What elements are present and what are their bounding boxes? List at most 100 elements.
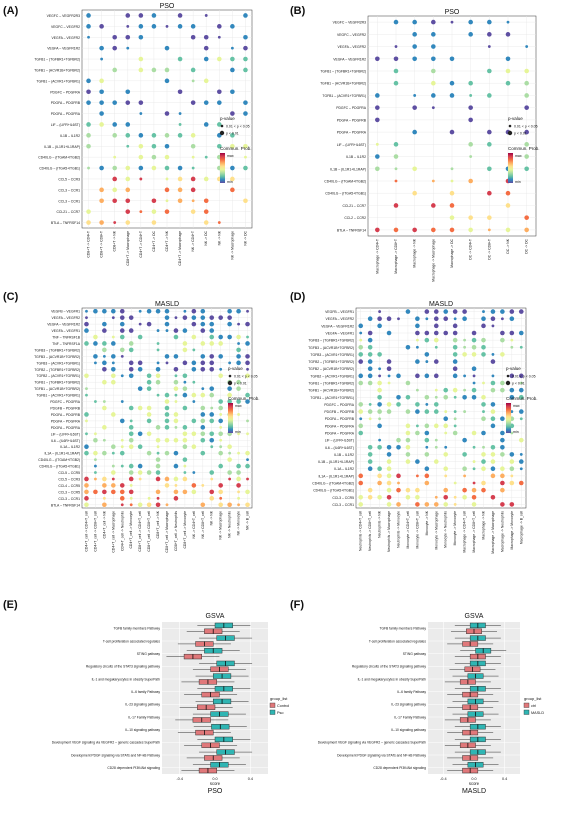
dot <box>237 490 240 494</box>
dot <box>433 502 439 507</box>
dot <box>431 68 436 74</box>
dot <box>217 56 222 62</box>
dot <box>444 474 448 478</box>
dot <box>113 221 117 224</box>
dot <box>453 481 457 485</box>
dot <box>375 227 380 233</box>
dot <box>228 477 232 481</box>
dot <box>165 199 169 203</box>
dot <box>236 334 241 340</box>
dot <box>138 34 144 40</box>
row-label: CD40LG – (ITGA5+ITGB1) <box>39 167 80 171</box>
dot <box>236 360 241 366</box>
dot <box>415 409 420 414</box>
dot <box>86 78 91 84</box>
dot <box>192 348 196 352</box>
dot <box>102 379 107 385</box>
dot <box>174 316 178 320</box>
dot <box>126 144 130 148</box>
dot <box>138 165 144 171</box>
dot <box>102 360 107 366</box>
dot <box>203 100 209 105</box>
dot <box>463 345 467 349</box>
dot <box>481 402 486 407</box>
col-label: Macrophage -> CD8+T <box>394 239 398 274</box>
dot <box>125 13 131 18</box>
row-label: CD40LG – (ITGAM+ITGB2) <box>312 482 354 486</box>
dot <box>433 459 439 464</box>
dot <box>524 215 529 220</box>
dot <box>228 451 232 455</box>
dot <box>487 228 491 232</box>
dot <box>146 470 152 475</box>
legend-dot-small <box>506 374 510 378</box>
dot <box>111 489 116 495</box>
dot <box>209 366 215 372</box>
dot <box>178 123 182 126</box>
dot <box>367 459 373 464</box>
dot <box>434 395 438 399</box>
col-label: Macrophage -> Neutrophils <box>500 511 504 552</box>
x-tick-label: -0.4 <box>440 777 447 781</box>
dot <box>182 341 188 346</box>
row-label: VEGFA – VEGFR1 <box>52 329 81 333</box>
row-label: BTLA – TNFRSF14 <box>51 503 80 507</box>
row-label: TGFB1 – (ACVR1+TGFBR1) <box>322 94 366 98</box>
plot-title: PSO <box>160 3 175 10</box>
dot <box>218 489 223 495</box>
dot <box>125 100 131 105</box>
dot <box>425 445 429 449</box>
dot <box>482 381 485 385</box>
dot <box>453 503 457 506</box>
dot <box>200 392 206 398</box>
legend-title: group_list <box>524 696 542 701</box>
dot <box>173 379 179 385</box>
dot <box>490 473 496 479</box>
legend-title: p-value <box>220 116 235 121</box>
dot <box>190 176 196 182</box>
dot <box>236 308 241 314</box>
col-label: Neutrophils -> NK <box>378 510 382 538</box>
legend-dot-large <box>507 130 513 136</box>
legend-swatch <box>523 709 530 715</box>
dot <box>472 481 476 485</box>
dot <box>510 338 514 342</box>
dot <box>120 438 124 442</box>
dot <box>367 466 373 472</box>
col-label: NK -> Macrophage <box>219 511 223 540</box>
row-label: PDGFA – PDGFRA <box>51 419 81 423</box>
dot <box>236 399 241 404</box>
dot <box>237 432 240 436</box>
row-label: PDGFA – PDGFRA <box>51 426 81 430</box>
row-label: TGFB1 – (ACVR1B+TGFBR2) <box>34 387 80 391</box>
dot <box>236 347 241 353</box>
col-label: CD4+T_cell -> CD4+T_cell <box>84 511 88 552</box>
dot <box>505 68 511 74</box>
dot <box>367 344 373 350</box>
row-label: CD40LG – (ITGA5+ITGB1) <box>39 465 80 469</box>
dot <box>433 373 439 379</box>
dot <box>209 496 215 501</box>
dot <box>431 203 436 208</box>
dot <box>386 452 392 457</box>
dot <box>86 133 91 138</box>
dot <box>227 399 232 404</box>
dot <box>359 417 363 421</box>
legend-label: p < 0.01 <box>512 382 525 386</box>
dot <box>412 56 417 62</box>
dot <box>434 445 438 449</box>
dot <box>177 24 183 29</box>
row-label: VEGFC – VEGFR2 <box>51 25 80 29</box>
dot <box>509 452 515 457</box>
dot <box>183 380 187 384</box>
dot <box>377 316 382 322</box>
dot <box>129 496 133 500</box>
dot <box>209 431 215 437</box>
dot <box>245 354 250 359</box>
dot <box>191 155 195 159</box>
dot <box>358 480 364 486</box>
dot <box>111 444 116 450</box>
row-label: TGFB1 – (TGFBR1+TGFBR2) <box>34 381 80 385</box>
dot <box>375 105 380 110</box>
dot <box>433 337 439 343</box>
